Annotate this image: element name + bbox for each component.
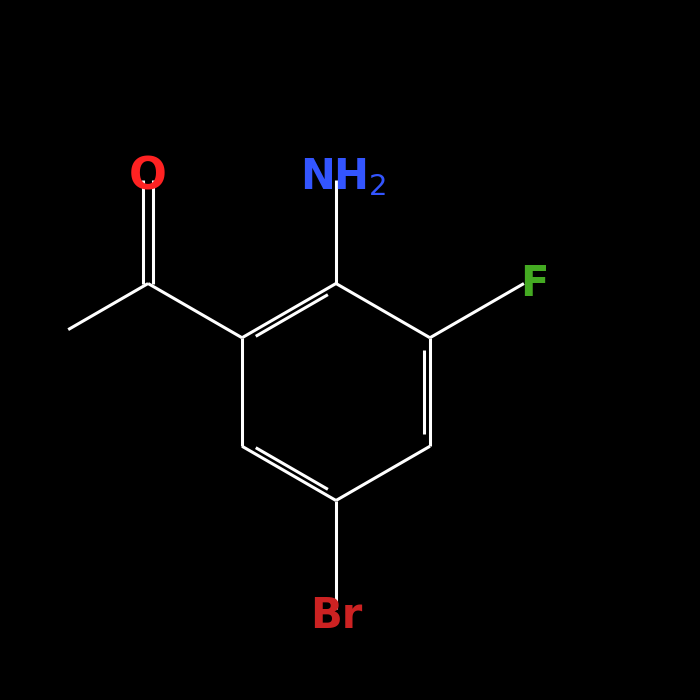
Text: O: O [129,155,167,198]
Text: Br: Br [310,595,362,637]
Text: F: F [520,262,549,304]
Text: NH$_2$: NH$_2$ [300,156,386,198]
